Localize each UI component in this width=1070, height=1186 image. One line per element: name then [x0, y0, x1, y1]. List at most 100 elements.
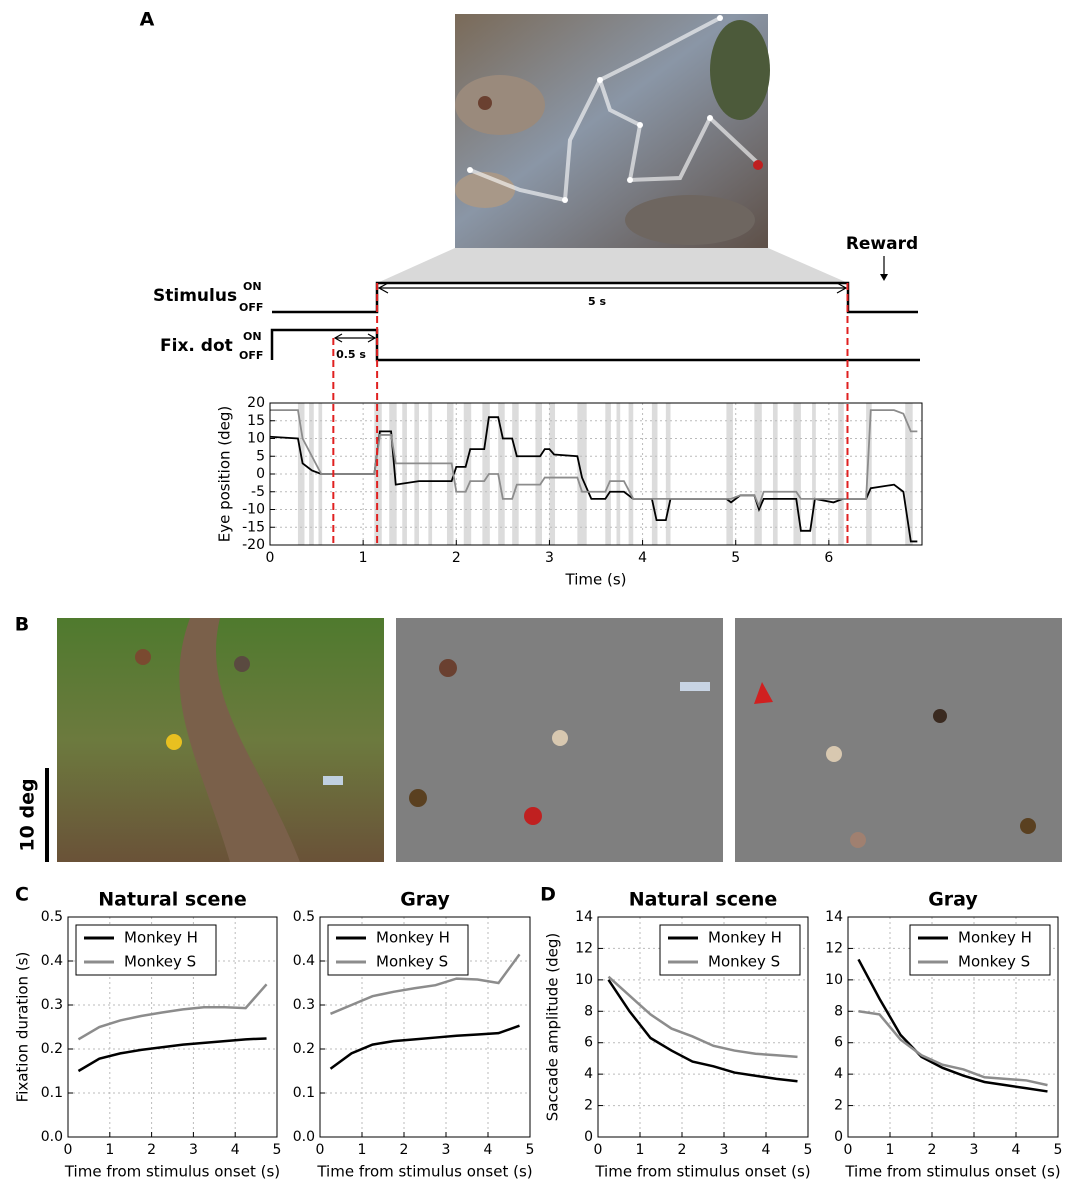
x-tick-label: 1	[105, 1142, 114, 1158]
saccade-band	[812, 403, 816, 545]
legend-label: Monkey H	[376, 929, 450, 947]
y-tick-label: 4	[584, 1066, 593, 1082]
y-tick-label: 6	[584, 1035, 593, 1051]
series-line	[329, 1024, 520, 1070]
saccade-band	[866, 403, 872, 545]
y-axis-label: Saccade amplitude (deg)	[544, 933, 562, 1121]
series-line	[607, 979, 798, 1083]
gray-scene-image	[735, 618, 1062, 862]
saccade-band	[616, 403, 621, 545]
on-label: ON	[243, 280, 262, 293]
saccade-band	[389, 403, 397, 545]
saccade-band	[754, 403, 762, 545]
chart-title: Gray	[928, 889, 978, 911]
saccade-band	[402, 403, 407, 545]
y-tick-label: 14	[825, 909, 843, 925]
y-tick-label: 2	[584, 1098, 593, 1114]
y-axis-label: Eye position (deg)	[216, 406, 234, 543]
x-tick-label: 2	[452, 550, 461, 566]
x-tick-label: 0	[594, 1142, 603, 1158]
saccade-band	[665, 403, 671, 545]
x-tick-label: 1	[359, 550, 368, 566]
x-axis-label: Time (s)	[565, 571, 627, 589]
x-tick-label: 4	[762, 1142, 771, 1158]
x-tick-label: 1	[358, 1142, 367, 1158]
x-tick-label: 4	[484, 1142, 493, 1158]
legend-box	[327, 924, 469, 976]
x-tick-label: 3	[189, 1142, 198, 1158]
legend-label: Monkey S	[708, 953, 780, 971]
series-line	[270, 409, 918, 509]
x-tick-label: 2	[147, 1142, 156, 1158]
legend-label: Monkey S	[958, 953, 1030, 971]
y-tick-label: 10	[575, 972, 593, 988]
x-tick-label: 2	[400, 1142, 409, 1158]
x-tick-label: 5	[273, 1142, 282, 1158]
stimulus-image	[455, 14, 770, 248]
saccade-band	[726, 403, 733, 545]
legend-label: Monkey H	[124, 929, 198, 947]
natural-scene-image	[57, 618, 384, 862]
x-axis-label: Time from stimulus onset (s)	[64, 1163, 280, 1181]
saccade-band	[605, 403, 611, 545]
x-axis-label: Time from stimulus onset (s)	[316, 1163, 532, 1181]
saccade-band	[905, 403, 913, 545]
x-tick-label: 4	[231, 1142, 240, 1158]
x-tick-label: 1	[636, 1142, 645, 1158]
legend-label: Monkey S	[124, 953, 196, 971]
series-line	[857, 958, 1048, 1093]
duration-arrow	[333, 256, 885, 343]
panel-label: A	[140, 9, 155, 31]
legend-box	[909, 924, 1051, 976]
y-tick-label: -15	[242, 519, 265, 535]
chart-title: Natural scene	[629, 889, 778, 911]
y-tick-label: 8	[584, 1003, 593, 1019]
y-tick-label: 20	[247, 395, 265, 411]
y-tick-label: 0	[584, 1129, 593, 1145]
y-tick-label: 0.4	[293, 953, 315, 969]
legend-label: Monkey H	[708, 929, 782, 947]
plot-frame	[597, 916, 809, 1138]
x-tick-label: 0	[266, 550, 275, 566]
series-line	[77, 983, 268, 1041]
duration-label: 5 s	[588, 295, 606, 308]
reward-arrow	[880, 274, 888, 281]
x-tick-label: 4	[1012, 1142, 1021, 1158]
y-tick-label: -10	[242, 502, 265, 518]
y-tick-label: 10	[247, 431, 265, 447]
y-tick-label: 2	[834, 1098, 843, 1114]
y-tick-label: 0.0	[41, 1129, 63, 1145]
series-line	[858, 1010, 1048, 1087]
y-tick-label: 0.2	[293, 1041, 315, 1057]
series-line	[77, 1037, 267, 1073]
panel-label: D	[540, 884, 556, 906]
delay-label: 0.5 s	[336, 348, 366, 361]
y-tick-label: 0	[834, 1129, 843, 1145]
saccade-band	[535, 403, 542, 545]
x-tick-label: 5	[731, 550, 740, 566]
y-tick-label: -20	[242, 537, 265, 553]
y-tick-label: 0	[256, 466, 265, 482]
x-tick-label: 3	[442, 1142, 451, 1158]
saccade-band	[793, 403, 801, 545]
y-tick-label: 0.5	[41, 909, 63, 925]
y-tick-label: -5	[251, 484, 265, 500]
gray-scene-image	[396, 618, 723, 862]
plot-frame	[847, 916, 1059, 1138]
x-axis-label: Time from stimulus onset (s)	[594, 1163, 810, 1181]
y-tick-label: 14	[575, 909, 593, 925]
x-tick-label: 3	[970, 1142, 979, 1158]
off-label: OFF	[239, 349, 263, 362]
zoom-wedge	[377, 248, 848, 283]
y-tick-label: 10	[825, 972, 843, 988]
y-tick-label: 0.3	[41, 997, 63, 1013]
x-tick-label: 3	[720, 1142, 729, 1158]
x-tick-label: 2	[928, 1142, 937, 1158]
plot-frame	[269, 402, 923, 546]
x-tick-label: 6	[824, 550, 833, 566]
y-tick-label: 0.1	[293, 1085, 315, 1101]
y-tick-label: 6	[834, 1035, 843, 1051]
y-tick-label: 15	[247, 413, 265, 429]
legend-label: Monkey S	[376, 953, 448, 971]
